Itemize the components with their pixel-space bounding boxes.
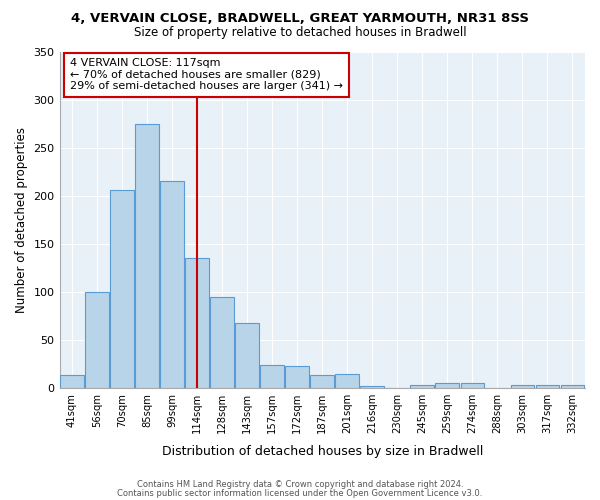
Bar	[335, 374, 359, 388]
Bar	[310, 374, 334, 388]
Bar	[235, 322, 259, 388]
Bar	[110, 190, 134, 388]
Bar	[461, 384, 484, 388]
Bar	[210, 297, 234, 388]
Bar	[85, 292, 109, 388]
Bar	[185, 258, 209, 388]
Text: Contains HM Land Registry data © Crown copyright and database right 2024.: Contains HM Land Registry data © Crown c…	[137, 480, 463, 489]
Bar	[160, 182, 184, 388]
Text: Contains public sector information licensed under the Open Government Licence v3: Contains public sector information licen…	[118, 488, 482, 498]
Bar	[260, 365, 284, 388]
Text: 4 VERVAIN CLOSE: 117sqm
← 70% of detached houses are smaller (829)
29% of semi-d: 4 VERVAIN CLOSE: 117sqm ← 70% of detache…	[70, 58, 343, 92]
Text: 4, VERVAIN CLOSE, BRADWELL, GREAT YARMOUTH, NR31 8SS: 4, VERVAIN CLOSE, BRADWELL, GREAT YARMOU…	[71, 12, 529, 26]
Y-axis label: Number of detached properties: Number of detached properties	[15, 127, 28, 313]
Bar	[511, 386, 535, 388]
Bar	[361, 386, 384, 388]
Bar	[560, 386, 584, 388]
Bar	[135, 124, 159, 388]
Text: Size of property relative to detached houses in Bradwell: Size of property relative to detached ho…	[134, 26, 466, 39]
Bar	[286, 366, 309, 388]
Bar	[60, 374, 84, 388]
Bar	[410, 386, 434, 388]
X-axis label: Distribution of detached houses by size in Bradwell: Distribution of detached houses by size …	[161, 444, 483, 458]
Bar	[436, 384, 459, 388]
Bar	[536, 386, 559, 388]
